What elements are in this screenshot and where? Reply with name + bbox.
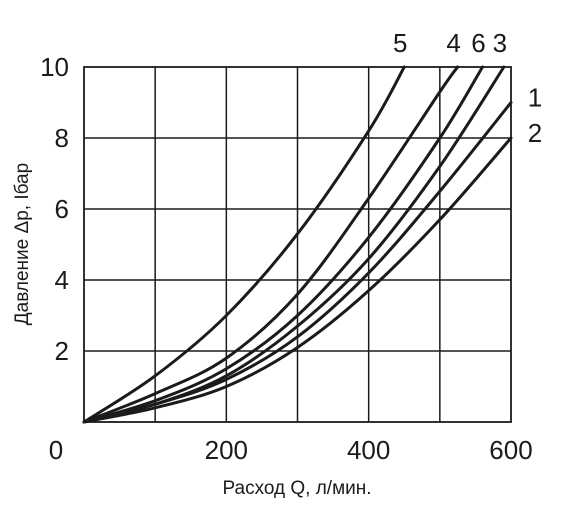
series-label-4: 4 bbox=[446, 28, 460, 58]
x-tick-label: 0 bbox=[49, 435, 63, 465]
curve-series-5 bbox=[82, 65, 406, 424]
y-axis-label: Давление Δp, Ібар bbox=[12, 163, 33, 325]
curve-series-1 bbox=[82, 101, 513, 424]
y-tick-label: 6 bbox=[55, 194, 69, 224]
curve-series-3 bbox=[82, 65, 506, 424]
series-labels: 5 4 6 31 2 bbox=[393, 28, 542, 148]
x-axis-label: Расход Q, л/мин. bbox=[222, 478, 371, 499]
series-label-2: 2 bbox=[528, 118, 542, 148]
series-label-5: 5 bbox=[393, 28, 407, 58]
series-label-3: 3 bbox=[493, 28, 507, 58]
x-tick-label: 200 bbox=[205, 435, 248, 465]
plot-frame bbox=[83, 66, 512, 423]
y-tick-label: 8 bbox=[55, 123, 69, 153]
y-tick-label: 2 bbox=[55, 336, 69, 366]
series-label-6: 6 bbox=[471, 28, 485, 58]
curve-series-2 bbox=[82, 136, 513, 424]
grid bbox=[84, 67, 511, 422]
tick-labels: 0 200 400 600 2 4 6 8 10 bbox=[40, 52, 533, 465]
curve-series-6 bbox=[82, 65, 485, 424]
curves bbox=[82, 65, 513, 424]
x-tick-label: 600 bbox=[489, 435, 532, 465]
y-tick-label: 10 bbox=[40, 52, 69, 82]
series-label-1: 1 bbox=[528, 83, 542, 113]
curve-series-4 bbox=[82, 65, 460, 424]
y-tick-label: 4 bbox=[55, 265, 69, 295]
x-tick-label: 400 bbox=[347, 435, 390, 465]
